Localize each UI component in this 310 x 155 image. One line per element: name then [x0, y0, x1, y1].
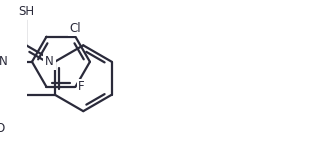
Text: F: F: [78, 80, 85, 93]
Text: N: N: [45, 55, 54, 68]
Text: SH: SH: [18, 5, 34, 18]
Text: O: O: [0, 122, 4, 135]
Text: N: N: [0, 55, 7, 68]
Text: Cl: Cl: [70, 22, 81, 35]
